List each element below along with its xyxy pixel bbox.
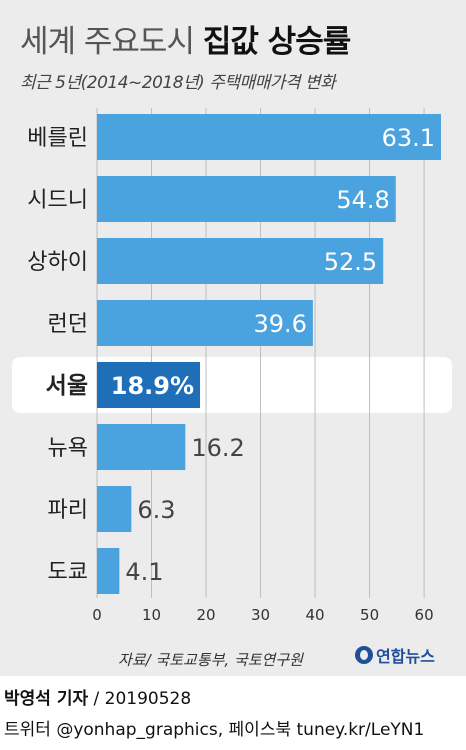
bar	[97, 300, 313, 346]
value-label: 52.5	[324, 248, 377, 276]
chart-subtitle: 최근 5년(2014~2018년) 주택매매가격 변화	[20, 73, 336, 93]
value-label: 39.6	[253, 310, 306, 338]
bar	[97, 238, 384, 284]
author: 박영석 기자	[4, 689, 89, 709]
bar	[97, 114, 441, 160]
value-label: 63.1	[382, 124, 435, 152]
x-tick-label: 20	[196, 606, 215, 624]
category-label: 런던	[48, 312, 88, 337]
byline: 박영석 기자 / 20190528	[4, 684, 191, 709]
logo-text: 연합뉴스	[376, 647, 435, 666]
bar	[97, 176, 396, 222]
bar	[97, 486, 132, 532]
x-tick-label: 60	[415, 606, 434, 624]
category-label: 베를린	[27, 126, 88, 151]
source-note: 자료/ 국토교통부, 국토연구원	[118, 651, 303, 669]
yonhap-logo: 연합뉴스	[355, 643, 435, 667]
title-plain: 세계 주요도시	[20, 24, 195, 60]
category-label: 서울	[46, 373, 88, 399]
bar-chart: 0 10 20 30 40 50 60 베를린 63.1 시드니 54.8 상하이 52.5 런던 39.6…	[12, 108, 452, 624]
value-label: 54.8	[336, 186, 389, 214]
x-tick-label: 40	[306, 606, 325, 624]
chart-title: 세계 주요도시 집값 상승률	[20, 16, 351, 61]
value-label: 4.1	[125, 558, 163, 586]
bar	[97, 424, 186, 470]
category-label: 시드니	[27, 188, 88, 213]
x-tick-label: 50	[360, 606, 379, 624]
category-label: 상하이	[27, 250, 88, 275]
value-label: 18.9%	[111, 372, 194, 400]
category-label: 파리	[48, 498, 88, 523]
x-tick-label: 30	[251, 606, 270, 624]
bar	[97, 548, 120, 594]
value-label: 16.2	[191, 434, 244, 462]
x-tick-label: 0	[92, 606, 102, 624]
date: / 20190528	[93, 689, 192, 709]
value-label: 6.3	[137, 496, 175, 524]
contact-line: 트위터 @yonhap_graphics, 페이스북 tuney.kr/LeYN…	[4, 720, 425, 740]
category-label: 뉴욕	[48, 436, 88, 461]
footer: 박영석 기자 / 20190528 트위터 @yonhap_graphics, …	[0, 676, 466, 750]
title-bold: 집값 상승률	[202, 24, 351, 60]
category-label: 도쿄	[48, 560, 88, 585]
x-tick-label: 10	[142, 606, 161, 624]
bar	[97, 362, 201, 408]
yonhap-logo-icon	[355, 646, 373, 664]
